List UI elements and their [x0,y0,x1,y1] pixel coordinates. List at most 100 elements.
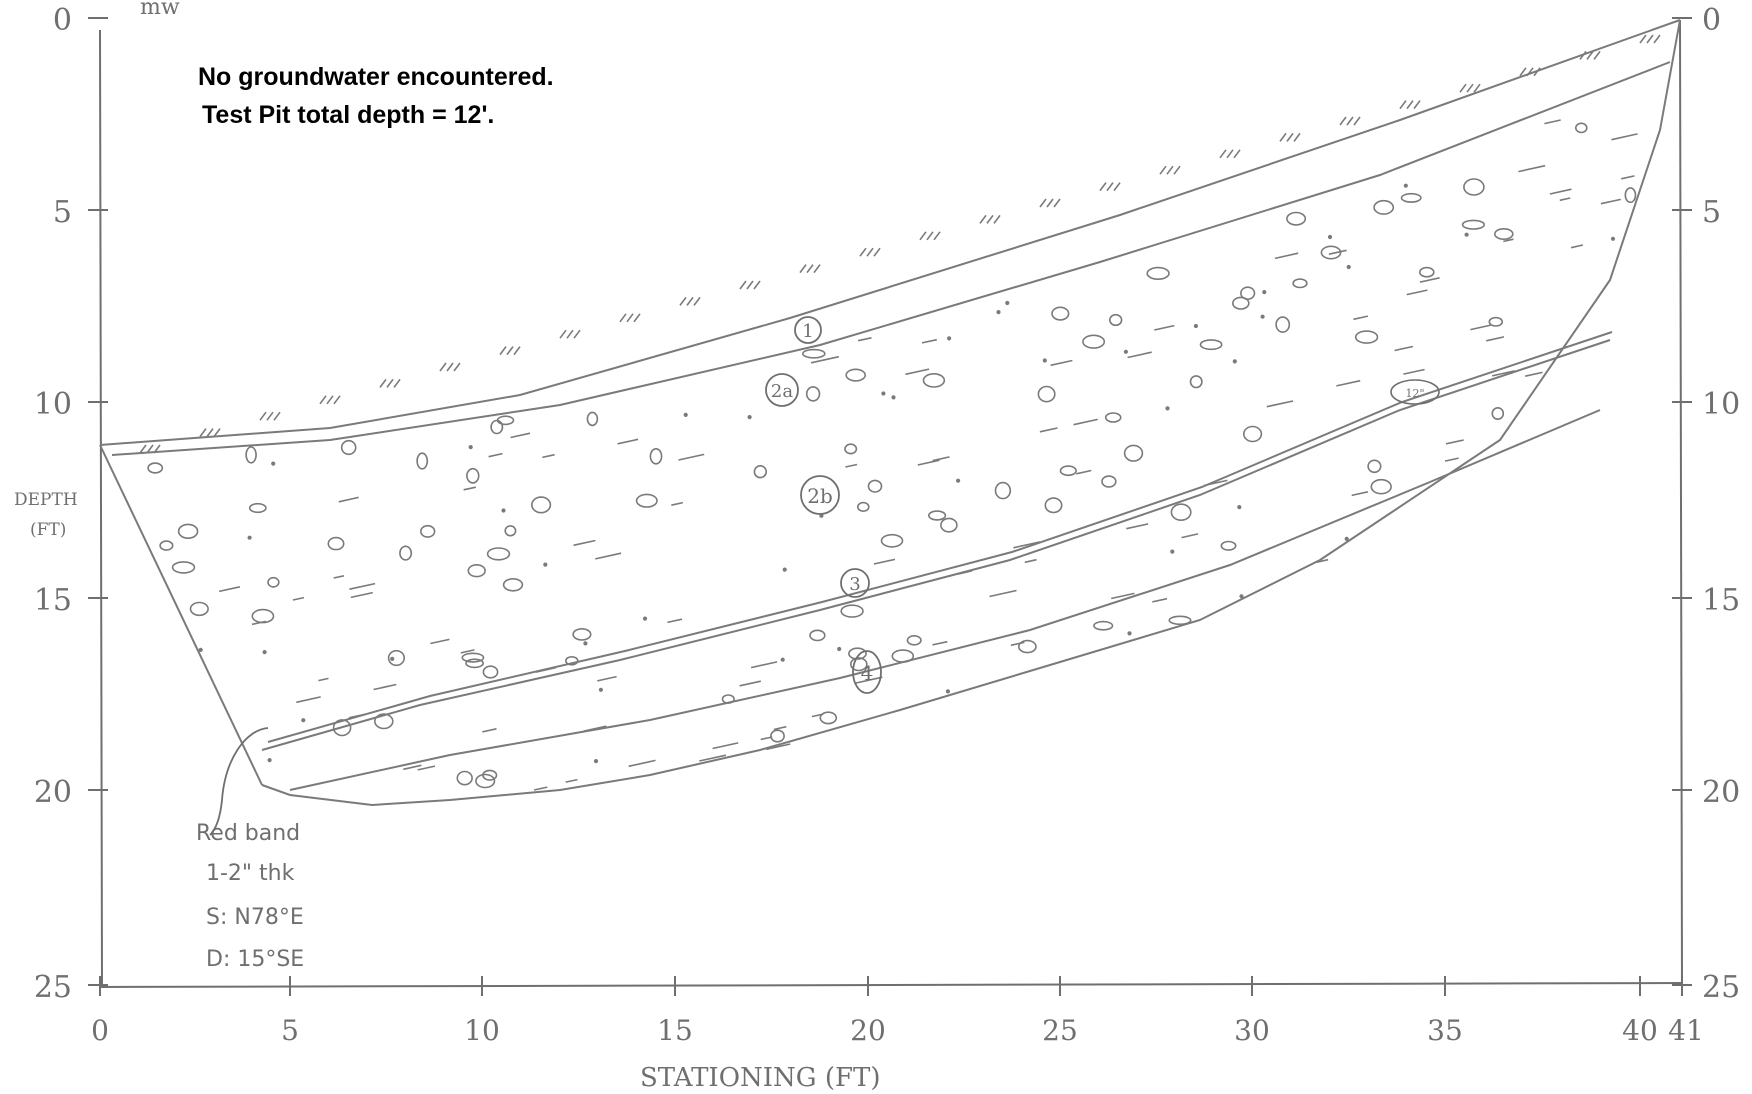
stationing-axis-label: STATIONING (FT) [640,1063,881,1093]
svg-text:Red band: Red band [196,821,300,846]
gravel-clast [486,547,511,561]
sand-dot [1260,314,1265,319]
gravel-clast [994,481,1012,500]
station-tick-label: 35 [1427,1014,1463,1047]
gravel-clast [572,628,592,641]
silt-dash [739,680,761,687]
topsoil-hatch [619,313,641,323]
sand-dot [1346,264,1351,270]
silt-dash [597,675,617,682]
boulder-12in: 12" [1390,379,1440,405]
gravel-clast [159,540,174,551]
silt-dash [873,558,896,565]
gravel-clast [1463,178,1485,196]
depth-tick-label: 20 [34,775,72,810]
silt-dash [1274,252,1299,260]
silt-dash [1353,315,1369,321]
depth-tick-label: 25 [34,970,72,1005]
sand-dot [598,687,604,692]
silt-dash [1013,541,1041,549]
silt-dash [1600,198,1621,205]
topsoil-hatch [799,264,821,274]
gravel-clast [467,563,486,578]
gravel-clast [1367,459,1382,474]
depth-tick-label: 10 [1702,387,1740,422]
silt-dash [667,618,683,624]
sand-dot [1327,234,1333,240]
unit-label-3: 3 [840,568,870,598]
gravel-clast [1168,615,1192,626]
sand-dot [891,395,896,400]
depth-tick-label: 25 [1702,970,1740,1005]
sand-dot [1464,232,1469,237]
topsoil-hatch [319,395,341,405]
sand-dot [996,310,1001,315]
sand-dot [780,657,785,662]
gravel-clast [586,411,599,427]
topsoil-hatch [379,378,401,388]
gravel-clast [564,655,579,666]
gravel-clast [1101,475,1117,488]
gravel-clast [245,446,257,464]
sand-dot [683,412,688,418]
corner-note: mw [140,0,180,20]
gravel-clast [845,368,867,382]
sand-dot [782,567,787,572]
silt-dash [1024,558,1037,564]
gravel-clast [721,694,735,704]
gravel-clast [482,769,498,781]
gravel-clast [805,386,821,402]
gravel-clast [1146,266,1170,281]
silt-dash [1111,592,1135,600]
sand-dot [501,508,506,513]
svg-text:2a: 2a [771,381,793,402]
gravel-clast [399,545,413,561]
silt-dash [595,552,622,560]
silt-dash [1419,277,1440,283]
sand-dot [262,649,267,655]
silt-dash [1570,244,1584,249]
silt-dash [296,696,321,704]
silt-dash [766,743,791,751]
svg-text:1-2" thk: 1-2" thk [206,861,295,886]
depth-axis-label-line1: DEPTH [14,490,78,510]
silt-dash [1394,345,1414,352]
topsoil-hatch [1639,34,1661,44]
gravel-clast [867,479,883,493]
silt-dash [460,649,475,654]
gravel-clast [456,770,473,786]
silt-dash [349,582,376,590]
silt-dash [917,459,940,466]
depth-tick-label: 0 [53,3,72,38]
silt-dash [810,355,840,364]
silt-dash [348,713,367,719]
axes-frame [99,19,1683,988]
gravel-clast [1199,339,1223,351]
silt-dash [403,764,422,771]
silt-dash [921,338,937,344]
topsoil-hatch [1459,83,1481,93]
silt-dash [417,765,436,771]
silt-dash [1549,188,1572,195]
sand-dot [583,641,588,646]
sand-dot [1042,358,1047,363]
station-tick-label: 10 [464,1014,500,1047]
topsoil-hatch [919,231,941,241]
topsoil-hatch [679,296,701,306]
gravel-clast [1170,503,1192,522]
station-tick-label: 0 [91,1014,109,1047]
gravel-clast [1286,211,1307,226]
gravel-clast [856,501,870,513]
unit-3-4-contact [289,409,1601,791]
gravel-clast [1488,316,1504,327]
sand-dot [468,445,473,450]
silt-dash [855,676,883,684]
depth-tick-label: 5 [1702,195,1721,230]
gravel-clast [1082,334,1106,349]
silt-dash [628,759,656,768]
silt-dash [373,683,397,691]
gravel-clast [635,493,658,508]
gravel-clast [475,773,496,789]
unit-label-4: 4 [852,650,882,694]
